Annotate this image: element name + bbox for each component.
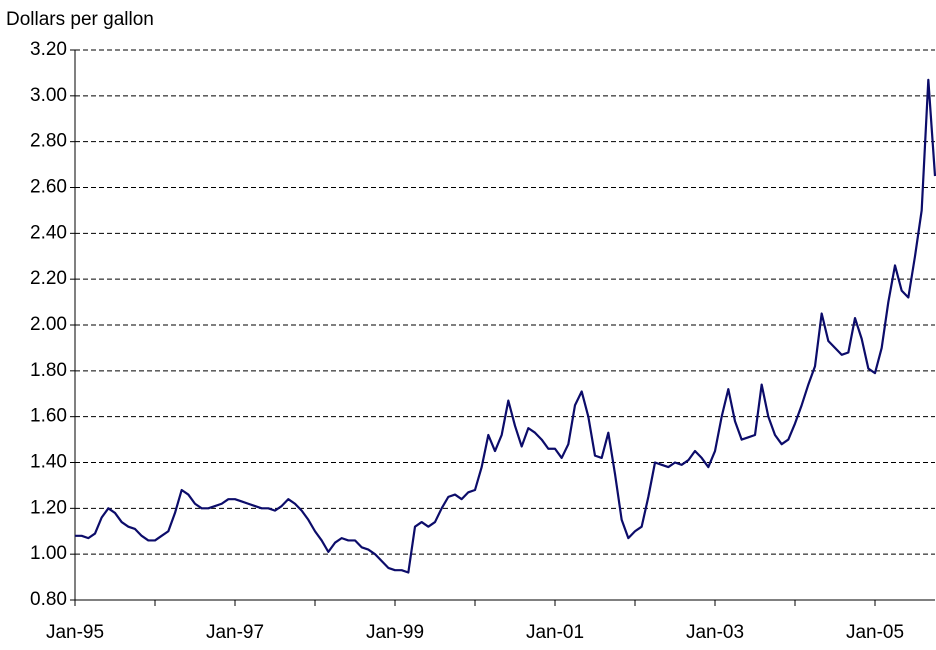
y-tick-label: 1.60 <box>30 406 67 427</box>
x-tick-label: Jan-99 <box>366 622 424 643</box>
x-tick-label: Jan-05 <box>846 622 904 643</box>
y-tick-label: 1.20 <box>30 497 67 518</box>
x-tick-label: Jan-01 <box>526 622 584 643</box>
x-tick-label: Jan-95 <box>46 622 104 643</box>
y-tick-label: 2.80 <box>30 131 67 152</box>
y-tick-label: 0.80 <box>30 589 67 610</box>
price-line <box>75 78 936 574</box>
x-tick-label: Jan-03 <box>686 622 744 643</box>
y-tick-label: 3.00 <box>30 85 67 106</box>
y-tick-label: 1.00 <box>30 543 67 564</box>
y-tick-label: 1.40 <box>30 452 67 473</box>
y-tick-label: 2.00 <box>30 314 67 335</box>
y-axis-label: Dollars per gallon <box>6 9 154 30</box>
y-tick-label: 2.60 <box>30 177 67 198</box>
y-tick-label: 2.20 <box>30 268 67 289</box>
x-tick-label: Jan-97 <box>206 622 264 643</box>
y-tick-label: 3.20 <box>30 39 67 60</box>
y-tick-label: 2.40 <box>30 222 67 243</box>
y-tick-label: 1.80 <box>30 360 67 381</box>
